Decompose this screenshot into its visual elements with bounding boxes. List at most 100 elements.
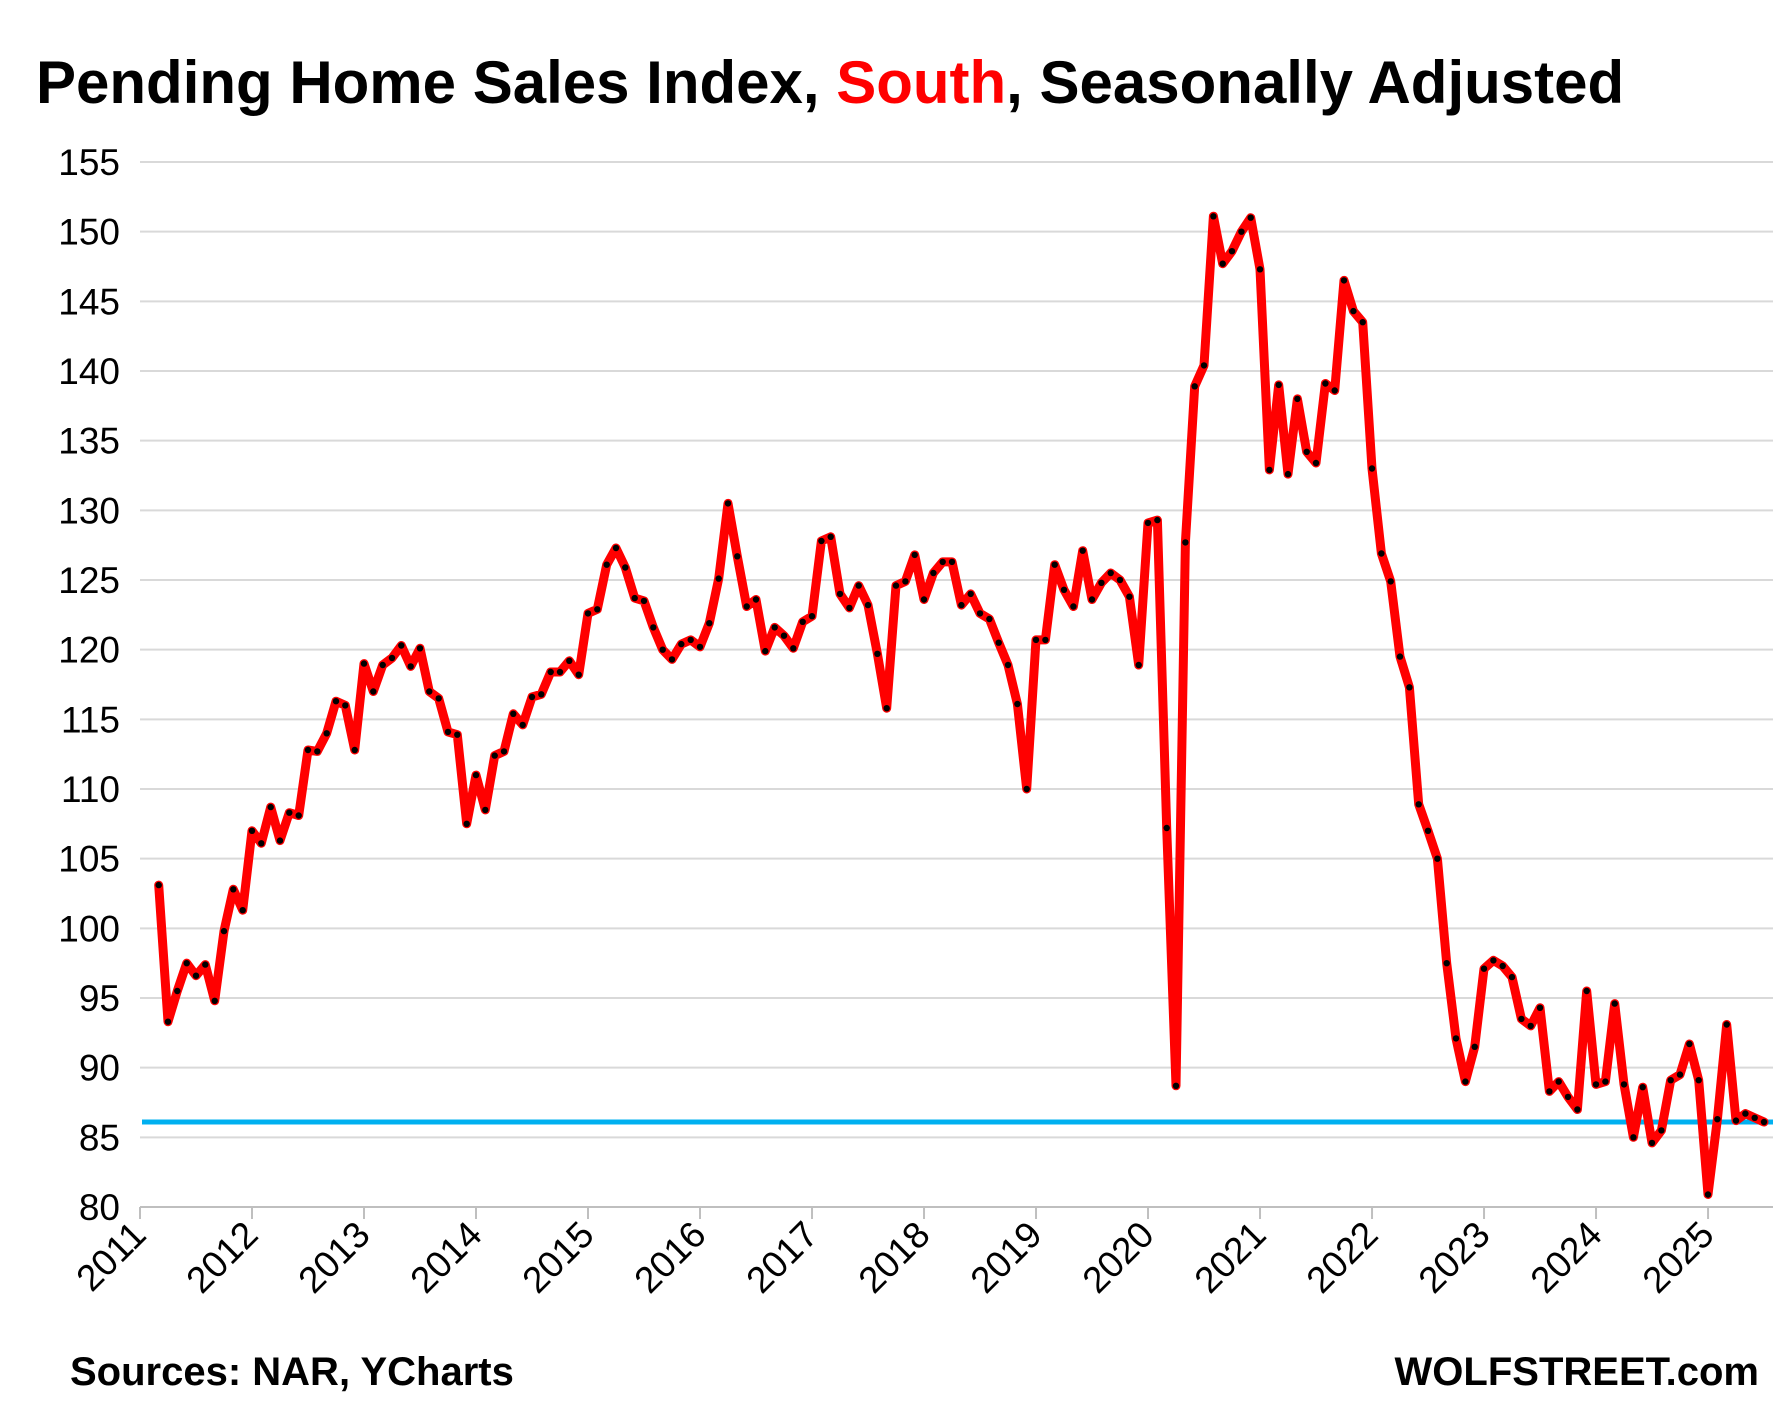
data-point	[510, 710, 517, 717]
data-point	[155, 881, 162, 889]
data-point	[855, 582, 862, 589]
data-point	[1070, 603, 1077, 610]
data-point	[472, 771, 480, 779]
data-point	[1322, 380, 1329, 387]
data-point	[995, 639, 1002, 646]
data-point	[1088, 596, 1096, 603]
data-point	[687, 636, 694, 644]
series-line	[154, 211, 1769, 1199]
data-point	[1714, 1116, 1721, 1123]
data-point	[724, 500, 732, 507]
y-tick-label: 150	[58, 212, 120, 253]
data-point	[267, 803, 274, 811]
x-tick-label: 2012	[178, 1214, 265, 1301]
data-point	[1555, 1078, 1562, 1085]
data-point	[846, 604, 853, 612]
data-point	[454, 731, 461, 738]
data-point	[930, 569, 937, 577]
data-point	[1051, 561, 1058, 568]
data-point	[1686, 1040, 1693, 1048]
data-point	[678, 640, 685, 648]
data-point	[220, 927, 228, 935]
data-point	[1163, 824, 1170, 832]
data-point	[799, 618, 806, 625]
data-point	[1107, 569, 1114, 577]
data-point	[379, 661, 386, 669]
data-point	[780, 632, 788, 639]
data-point	[1630, 1134, 1637, 1141]
data-point	[398, 642, 405, 649]
data-point	[752, 596, 760, 603]
data-point	[631, 594, 638, 602]
data-point	[1723, 1021, 1730, 1028]
data-point	[1620, 1081, 1628, 1088]
data-point	[594, 606, 601, 613]
data-point	[1676, 1071, 1684, 1078]
data-point	[360, 660, 368, 667]
data-point	[1611, 1000, 1618, 1007]
y-tick-label: 110	[61, 769, 120, 810]
data-point	[1350, 307, 1357, 315]
title-highlight: South	[836, 49, 1007, 116]
data-point	[668, 656, 676, 663]
data-point	[584, 610, 592, 617]
x-tick-label: 2024	[1522, 1214, 1609, 1301]
title-prefix: Pending Home Sales Index,	[36, 49, 837, 116]
data-point	[1256, 266, 1264, 273]
data-point	[1014, 700, 1021, 708]
data-point	[659, 646, 666, 653]
data-point	[771, 624, 778, 631]
data-point	[827, 533, 834, 540]
data-point	[1574, 1106, 1581, 1113]
data-point	[463, 820, 470, 827]
data-point	[174, 987, 181, 995]
data-point	[1135, 661, 1142, 669]
x-tick-label: 2023	[1410, 1214, 1497, 1301]
y-tick-label: 100	[58, 908, 120, 949]
y-tick-label: 135	[58, 421, 120, 462]
data-point	[556, 668, 564, 676]
data-point	[1592, 1081, 1600, 1088]
data-point	[500, 748, 508, 755]
data-point	[435, 695, 442, 702]
data-point	[407, 663, 414, 670]
data-point	[1228, 248, 1236, 255]
data-point	[808, 613, 816, 620]
y-tick-label: 85	[79, 1117, 120, 1158]
y-tick-label: 130	[58, 490, 120, 531]
data-point	[1490, 957, 1497, 964]
data-point	[1704, 1191, 1712, 1198]
data-point	[164, 1018, 172, 1025]
data-point	[1004, 661, 1012, 669]
data-point	[1219, 260, 1226, 267]
data-point	[342, 702, 349, 709]
data-point	[211, 997, 218, 1004]
data-point	[1732, 1117, 1740, 1124]
y-tick-label: 80	[79, 1187, 120, 1228]
data-point	[1518, 1015, 1525, 1023]
data-point	[1546, 1088, 1553, 1095]
data-point	[1760, 1118, 1768, 1126]
data-point	[976, 610, 984, 617]
gridlines	[140, 161, 1773, 1208]
data-point	[892, 582, 900, 589]
data-point	[1312, 459, 1320, 467]
x-tick-label: 2018	[850, 1214, 937, 1301]
data-point	[444, 728, 452, 736]
data-point	[183, 960, 190, 967]
data-point	[1508, 973, 1516, 981]
data-point	[1499, 962, 1506, 970]
x-tick-label: 2015	[514, 1214, 601, 1301]
data-point	[958, 601, 965, 609]
data-point	[1527, 1022, 1534, 1030]
data-point	[1060, 586, 1068, 593]
data-point	[1247, 214, 1254, 221]
data-point	[547, 668, 554, 676]
data-point	[986, 615, 993, 623]
data-point	[696, 643, 704, 651]
data-point	[1742, 1110, 1749, 1117]
data-point	[1172, 1082, 1180, 1090]
data-point	[388, 654, 396, 662]
data-point	[1536, 1004, 1544, 1011]
data-point	[1032, 636, 1040, 644]
